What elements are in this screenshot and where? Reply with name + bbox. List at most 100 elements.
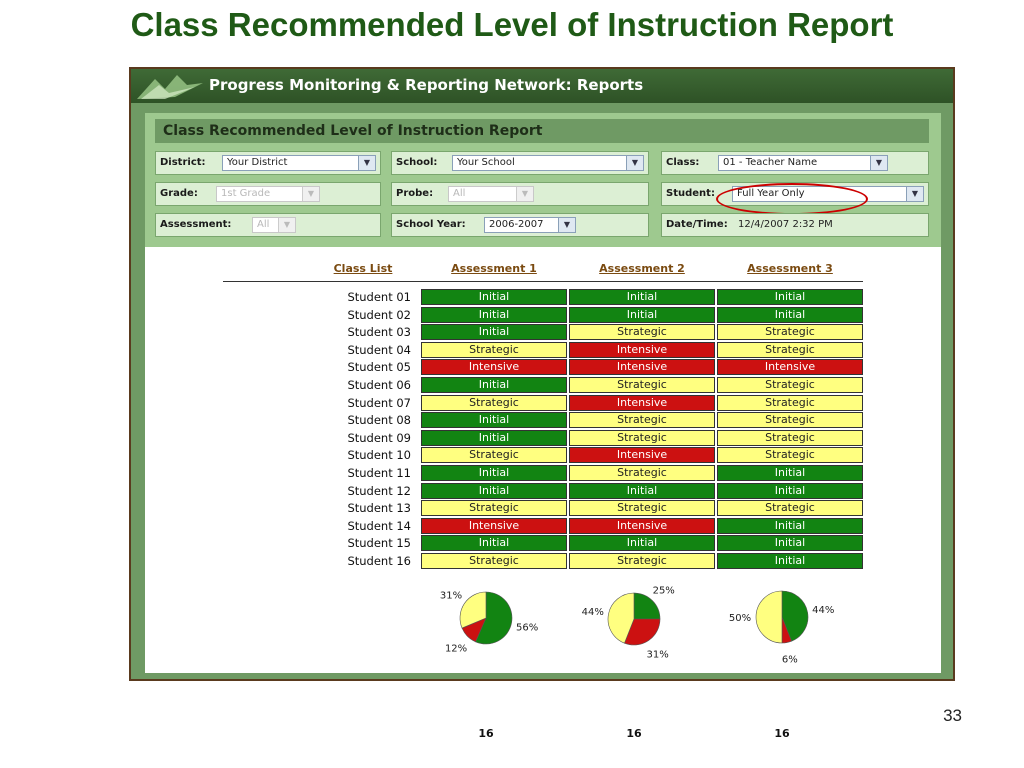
level-cell: Intensive (569, 447, 715, 464)
table-row: Student 16 Strategic Strategic Initial (145, 553, 941, 570)
class-value: 01 - Teacher Name (723, 157, 818, 168)
level-cell: Initial (421, 306, 567, 323)
chevron-down-icon: ▼ (358, 156, 375, 170)
student-name: Student 05 (347, 360, 411, 375)
table-row: Student 02 Initial Initial Initial (145, 306, 941, 324)
level-cell: Initial (717, 482, 863, 499)
table-row: Student 10 Strategic Intensive Strategic (145, 447, 941, 464)
level-cell: Initial (717, 517, 863, 534)
app-window: Progress Monitoring & Reporting Network:… (129, 67, 955, 740)
chevron-down-icon: ▼ (302, 187, 319, 201)
level-cell: Intensive (569, 517, 715, 534)
table-row: Student 01 Initial Initial Initial (145, 289, 941, 306)
grade-select[interactable]: 1st Grade ▼ (216, 186, 320, 202)
grade-label: Grade: (160, 188, 198, 199)
level-cell: Initial (717, 306, 863, 323)
student-name: Student 15 (347, 536, 411, 551)
level-cell: Strategic (569, 553, 715, 569)
header-assessment-2[interactable]: Assessment 2 (599, 262, 685, 275)
level-cell: Strategic (717, 324, 863, 341)
probe-label: Probe: (396, 188, 434, 199)
header-assessment-1[interactable]: Assessment 1 (451, 262, 537, 275)
probe-select[interactable]: All ▼ (448, 186, 534, 202)
level-cell: Initial (421, 289, 567, 305)
table-row: Student 13 Strategic Strategic Strategic (145, 500, 941, 517)
student-name: Student 09 (347, 430, 411, 445)
table-row: Student 08 Initial Strategic Strategic (145, 412, 941, 429)
chevron-down-icon: ▼ (870, 156, 887, 170)
header-assessment-3[interactable]: Assessment 3 (747, 262, 833, 275)
pie-slice-strategic (459, 591, 487, 629)
level-cell: Strategic (421, 341, 567, 358)
header-divider (223, 281, 863, 282)
level-cell: Strategic (717, 412, 863, 429)
chevron-down-icon: ▼ (626, 156, 643, 170)
level-cell: Initial (717, 465, 863, 481)
district-label: District: (160, 157, 206, 168)
grade-filter: Grade: 1st Grade ▼ (155, 182, 381, 206)
pie-label: 44% (582, 607, 604, 618)
grade-value: 1st Grade (221, 188, 271, 199)
student-name: Student 01 (347, 290, 411, 304)
chevron-down-icon: ▼ (558, 218, 575, 232)
level-cell: Initial (569, 289, 715, 305)
chevron-down-icon: ▼ (516, 187, 533, 201)
pie-slice-initial (475, 591, 513, 645)
student-name: Student 16 (347, 554, 411, 568)
student-name: Student 11 (347, 466, 411, 480)
report-title: Class Recommended Level of Instruction R… (155, 119, 929, 143)
level-cell: Initial (569, 306, 715, 323)
level-cell: Strategic (569, 465, 715, 481)
level-cell: Strategic (421, 447, 567, 464)
level-cell: Initial (717, 289, 863, 305)
filter-panel: Class Recommended Level of Instruction R… (145, 113, 941, 247)
assessment-select[interactable]: All ▼ (252, 217, 296, 233)
report-content: Class Recommended Level of Instruction R… (145, 113, 941, 740)
class-select[interactable]: 01 - Teacher Name ▼ (718, 155, 888, 171)
class-label: Class: (666, 157, 700, 168)
level-cell: Strategic (717, 429, 863, 446)
table-row: Student 06 Initial Strategic Strategic (145, 377, 941, 394)
slide-title: Class Recommended Level of Instruction R… (130, 6, 894, 43)
pie-label: 31% (440, 591, 462, 602)
table-row: Student 07 Strategic Intensive Strategic (145, 394, 941, 412)
pie-slice-strategic (607, 592, 635, 644)
pie-slice-intensive (624, 618, 661, 646)
level-cell: Initial (421, 324, 567, 341)
level-cell: Initial (421, 412, 567, 429)
table-row: Student 11 Initial Strategic Initial (145, 465, 941, 482)
level-cell: Initial (717, 535, 863, 552)
student-name: Student 07 (347, 395, 411, 410)
level-cell: Intensive (569, 359, 715, 376)
school-select[interactable]: Your School ▼ (452, 155, 644, 171)
pie-label: 31% (646, 650, 668, 661)
level-cell: Strategic (421, 394, 567, 411)
school-year-select[interactable]: 2006-2007 ▼ (484, 217, 576, 233)
assessment-filter: Assessment: All ▼ (155, 213, 381, 237)
pie-label: 25% (653, 585, 675, 596)
pie-total-count: 16 (774, 727, 790, 740)
pie-total-count: 16 (626, 727, 642, 740)
school-year-filter: School Year: 2006-2007 ▼ (391, 213, 649, 237)
level-cell: Intensive (569, 341, 715, 358)
student-name: Student 13 (347, 501, 411, 516)
assessment-label: Assessment: (160, 219, 232, 230)
app-title: Progress Monitoring & Reporting Network:… (209, 76, 644, 94)
level-cell: Strategic (421, 553, 567, 569)
table-row: Student 09 Initial Strategic Strategic (145, 429, 941, 447)
level-cell: Initial (717, 553, 863, 569)
pie-label: 6% (782, 654, 798, 665)
pie-label: 12% (445, 643, 467, 654)
level-cell: Strategic (421, 500, 567, 517)
school-year-label: School Year: (396, 219, 466, 230)
datetime-field: Date/Time: 12/4/2007 2:32 PM (661, 213, 929, 237)
district-select[interactable]: Your District ▼ (222, 155, 376, 171)
level-cell: Strategic (569, 324, 715, 341)
pie-label: 44% (812, 605, 834, 616)
level-cell: Initial (421, 429, 567, 446)
header-class-list[interactable]: Class List (333, 262, 393, 275)
table-row: Student 12 Initial Initial Initial (145, 482, 941, 500)
table-row: Student 14 Intensive Intensive Initial (145, 517, 941, 535)
level-cell: Strategic (569, 429, 715, 446)
school-year-value: 2006-2007 (489, 219, 544, 230)
